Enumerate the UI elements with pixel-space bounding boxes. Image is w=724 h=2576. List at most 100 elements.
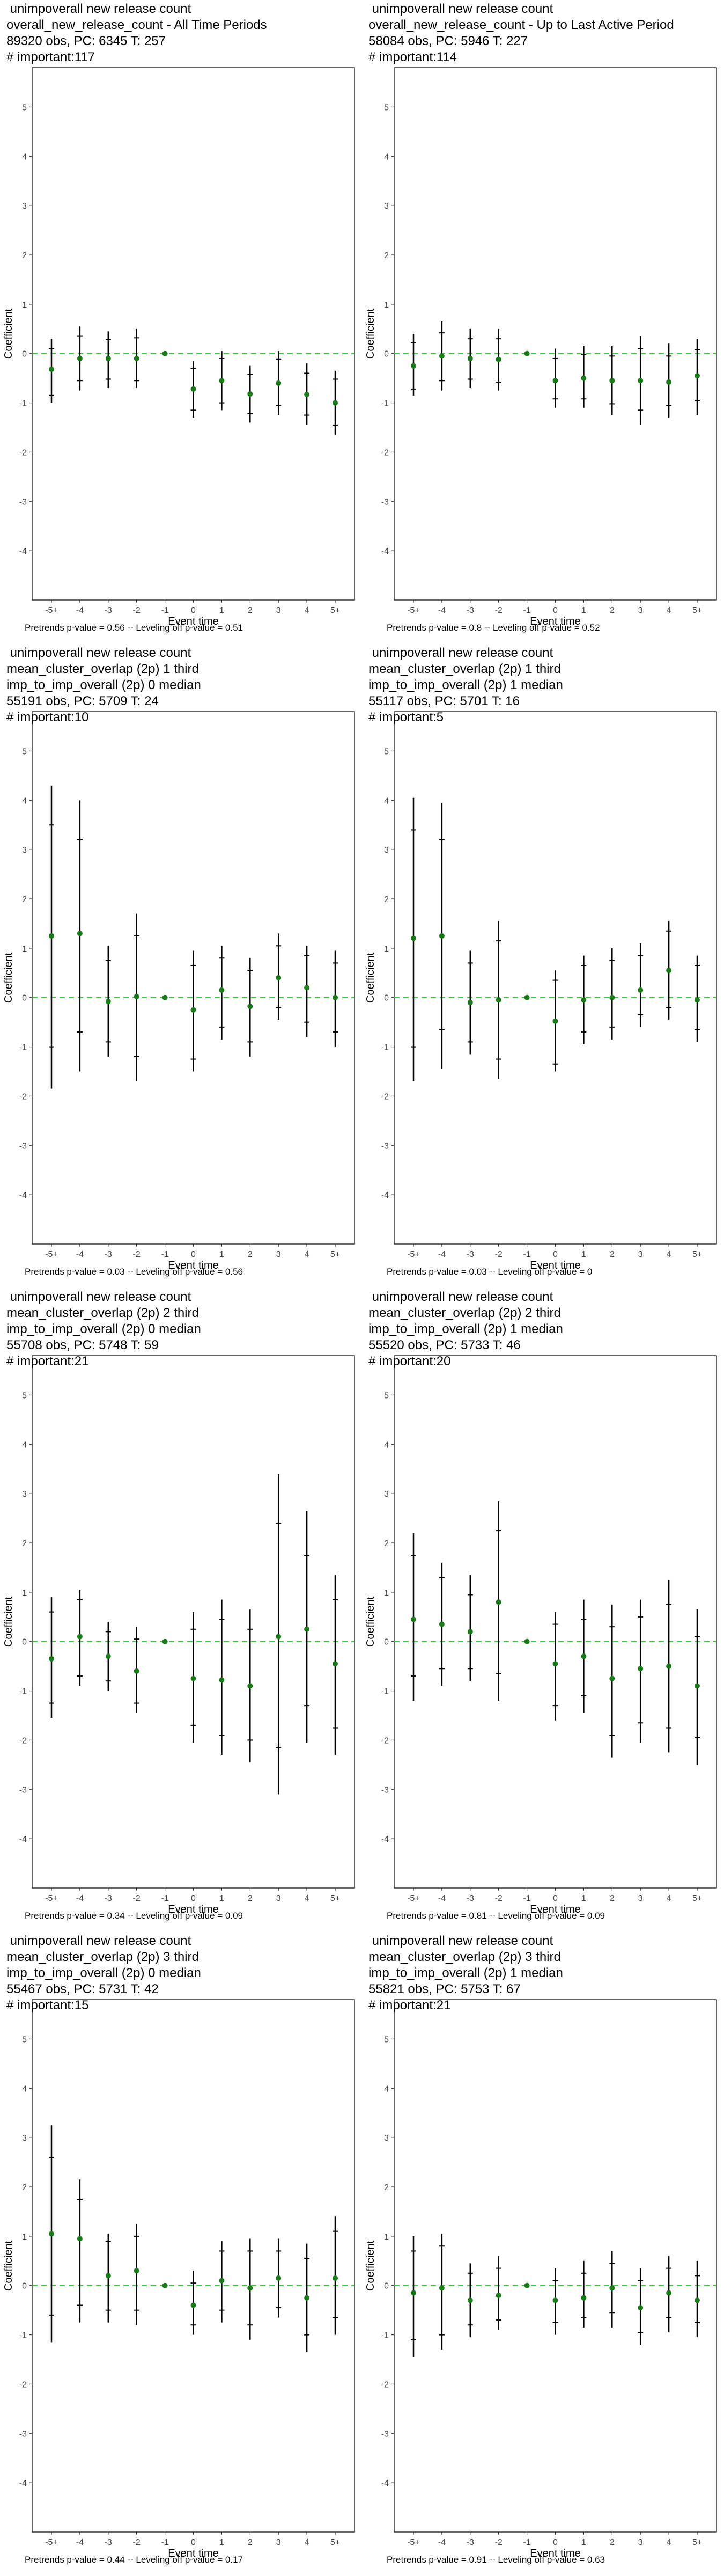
y-tick-label: 4	[384, 152, 389, 162]
x-tick-label: 4	[305, 2538, 309, 2547]
chart-title-line: unimpoverall new release count	[368, 1290, 553, 1304]
coefficient-point	[467, 2297, 473, 2303]
chart-title-line: mean_cluster_overlap (2p) 1 third	[6, 662, 199, 676]
y-tick-label: -3	[381, 1785, 389, 1795]
coefficient-point	[276, 1634, 282, 1640]
x-tick-label: 5+	[330, 1250, 340, 1259]
x-axis-label: Event time	[168, 1904, 218, 1915]
coefficient-point	[162, 994, 168, 1000]
y-tick-label: 1	[384, 945, 389, 954]
x-tick-label: 1	[219, 2538, 224, 2547]
coefficient-point	[581, 997, 587, 1003]
coefficient-point	[162, 2282, 168, 2288]
coefficient-point	[467, 999, 473, 1005]
coefficient-point	[77, 931, 83, 936]
x-tick-label: 5+	[330, 606, 340, 615]
x-tick-label: 2	[248, 606, 253, 615]
x-tick-label: 2	[610, 1894, 615, 1903]
x-tick-label: 5+	[692, 2538, 702, 2547]
y-tick-label: 0	[22, 994, 27, 1003]
chart-svg: -4 -3 -2 -1 0 1 2 3 4 5 -5+ -4 -3 -2 -1 0 1 2 3 4 5+ Event ti…	[365, 67, 717, 627]
x-tick-label: -3	[467, 2538, 474, 2547]
y-tick-label: -2	[381, 1736, 389, 1745]
chart-title-line: # important:15	[6, 1998, 89, 2012]
x-tick-label: -4	[76, 1250, 84, 1259]
coefficient-point	[439, 1621, 445, 1627]
x-tick-label: 2	[610, 606, 615, 615]
y-tick-label: -1	[381, 2331, 389, 2340]
coefficient-point	[496, 1599, 501, 1605]
coefficient-point	[190, 2302, 196, 2308]
y-tick-label: -4	[381, 547, 389, 556]
chart-svg: -4 -3 -2 -1 0 1 2 3 4 5 -5+ -4 -3 -2 -1 0 1 2 3 4 5+ Event ti…	[3, 1999, 355, 2559]
y-tick-label: -1	[19, 399, 27, 408]
x-tick-label: 1	[581, 606, 586, 615]
y-tick-label: -1	[19, 2331, 27, 2340]
x-axis-label: Event time	[530, 616, 580, 627]
coefficient-point	[49, 933, 54, 939]
y-axis-label: Coefficient	[365, 308, 376, 359]
chart-title: unimpoverall new release count overall_ne…	[6, 1, 267, 65]
coefficient-point	[247, 1683, 253, 1689]
y-tick-label: 3	[384, 846, 389, 855]
chart-panel: -4 -3 -2 -1 0 1 2 3 4 5 -5+ -4 -3 -2 -1 0 1 2 3 4 5+ Event ti…	[362, 0, 724, 644]
chart-title: unimpoverall new release count mean_clust…	[368, 645, 563, 726]
x-tick-label: 5+	[330, 2538, 340, 2547]
y-axis-label: Coefficient	[3, 1596, 14, 1647]
y-tick-label: 2	[384, 2183, 389, 2192]
coefficient-point	[638, 378, 644, 384]
coefficient-point	[77, 355, 83, 361]
x-tick-label: 2	[610, 1250, 615, 1259]
y-tick-label: 2	[384, 1539, 389, 1548]
y-tick-label: -1	[19, 1687, 27, 1696]
y-tick-label: 0	[22, 1638, 27, 1647]
p-value-footnote: Pretrends p-value = 0.91 -- Leveling off…	[387, 2555, 605, 2565]
coefficient-point	[695, 1683, 700, 1689]
chart-title: unimpoverall new release count mean_clust…	[6, 1933, 201, 2014]
chart-title-line: # important:21	[6, 1354, 89, 1368]
y-tick-label: 3	[384, 202, 389, 211]
coefficient-point	[695, 997, 700, 1003]
x-tick-label: -4	[438, 1250, 446, 1259]
chart-panel: -4 -3 -2 -1 0 1 2 3 4 5 -5+ -4 -3 -2 -1 0 1 2 3 4 5+ Event ti…	[0, 644, 362, 1288]
y-tick-label: -3	[19, 2429, 27, 2439]
coefficient-point	[524, 350, 530, 356]
x-tick-label: 3	[638, 1894, 643, 1903]
p-value-footnote: Pretrends p-value = 0.81 -- Leveling off…	[387, 1911, 605, 1921]
y-tick-label: 0	[22, 2282, 27, 2291]
y-tick-label: 2	[22, 1539, 27, 1548]
coefficient-point	[219, 1677, 225, 1683]
chart-title-line: imp_to_imp_overall (2p) 1 median	[368, 1966, 563, 1980]
y-tick-label: 5	[22, 103, 27, 112]
coefficient-point	[304, 1626, 310, 1632]
y-tick-label: 1	[22, 945, 27, 954]
y-tick-label: -4	[19, 1835, 27, 1844]
x-tick-label: -2	[495, 1894, 503, 1903]
y-tick-label: -3	[381, 2429, 389, 2439]
coefficient-point	[247, 391, 253, 397]
coefficient-point	[666, 1663, 672, 1669]
chart-title-line: imp_to_imp_overall (2p) 0 median	[6, 1322, 201, 1336]
y-tick-label: 1	[384, 301, 389, 310]
coefficient-point	[581, 1653, 587, 1659]
coefficient-point	[581, 375, 587, 381]
p-value-footnote: Pretrends p-value = 0.34 -- Leveling off…	[25, 1911, 243, 1921]
x-tick-label: 1	[581, 1894, 586, 1903]
coefficient-point	[411, 363, 416, 369]
chart-title: unimpoverall new release count mean_clust…	[368, 1933, 563, 2014]
x-tick-label: -2	[133, 1894, 141, 1903]
x-axis-label: Event time	[168, 616, 218, 627]
coefficient-point	[105, 2273, 111, 2279]
chart-title-line: # important:10	[6, 710, 89, 724]
chart-title-line: 58084 obs, PC: 5946 T: 227	[368, 34, 528, 48]
x-tick-label: -4	[76, 1894, 84, 1903]
y-axis-label: Coefficient	[365, 1596, 376, 1647]
x-tick-label: -4	[438, 606, 446, 615]
y-tick-label: 4	[384, 1440, 389, 1450]
coefficient-point	[609, 378, 615, 384]
y-tick-label: 1	[22, 1589, 27, 1598]
y-tick-label: 5	[22, 1391, 27, 1400]
x-tick-label: 2	[248, 1250, 253, 1259]
coefficient-point	[304, 2295, 310, 2301]
coefficient-point	[666, 379, 672, 385]
